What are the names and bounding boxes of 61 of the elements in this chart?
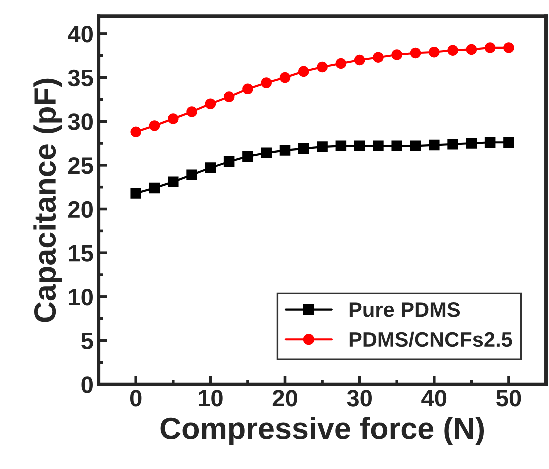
point [261,148,272,159]
point [149,182,160,194]
point [373,140,384,152]
point [261,78,272,88]
point [242,84,254,95]
point [336,58,347,70]
point [466,44,478,56]
point [354,54,366,66]
point [224,156,235,168]
y-tick-label: 5 [82,333,94,350]
point [504,42,514,54]
point [466,138,478,149]
point [224,92,235,102]
y-tick-label: 20 [68,201,93,218]
point [186,106,198,118]
point [280,72,291,84]
point [298,66,310,78]
y-tick-label: 30 [68,114,93,130]
point [504,137,514,148]
legend-label: Pure PDMS [350,302,460,318]
point [448,139,458,150]
point [448,45,458,56]
point [149,120,160,132]
y-tick-label: 35 [68,70,94,87]
point [205,98,216,110]
point [130,126,142,138]
legend-label: PDMS/CNCFs2.5 [350,332,512,348]
point [392,140,402,152]
point [186,170,198,180]
point [484,137,496,148]
x-tick-label: 20 [272,390,298,407]
y-tick-label: 15 [69,245,94,262]
point [373,52,384,63]
point [298,143,310,154]
x-tick-label: 0 [130,390,142,407]
point [130,188,142,199]
point [429,46,440,58]
y-tick-label: 0 [82,376,93,394]
point [410,140,422,152]
point [168,114,179,124]
point [410,48,422,59]
point [392,50,402,60]
point [484,42,496,54]
y-tick-label: 10 [69,288,93,306]
x-tick-label: 10 [199,390,223,407]
point [354,140,366,152]
x-tick-label: 40 [422,390,447,407]
y-tick-label: 25 [68,158,94,174]
x-tick-label: 30 [347,390,372,407]
point [317,62,328,73]
point [242,151,254,162]
point [168,176,179,188]
y-axis-title: Capacitance (pF) [34,78,62,322]
point [336,140,347,152]
point [429,140,440,151]
x-axis-title: Compressive force (N) [160,417,484,446]
point [205,162,216,174]
point [317,142,328,152]
point [280,145,291,156]
x-tick-label: 50 [496,390,522,407]
y-tick-label: 40 [68,26,93,43]
